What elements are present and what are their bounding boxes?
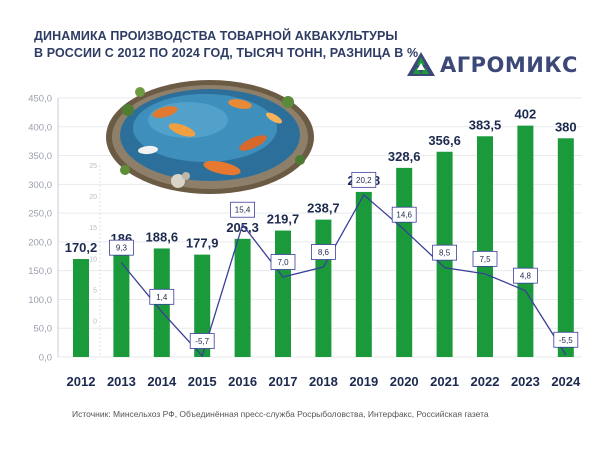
bar-value-label: 380 — [555, 119, 577, 134]
change-tick-label: 15 — [89, 225, 97, 232]
x-tick-label: 2013 — [107, 374, 136, 389]
y-tick-label: 300,0 — [28, 180, 52, 191]
change-label-box — [351, 171, 377, 188]
x-tick-label: 2019 — [349, 374, 378, 389]
x-tick-label: 2018 — [309, 374, 338, 389]
y-tick-label: 250,0 — [28, 209, 52, 220]
y-tick-label: 50,0 — [34, 324, 53, 335]
change-label: 7,0 — [277, 258, 289, 267]
brand-name: АГРОМИКС — [440, 53, 578, 77]
triangle-logo-icon — [407, 52, 435, 76]
change-label: 8,6 — [318, 248, 330, 257]
bar-value-label: 383,5 — [469, 117, 502, 132]
y-tick-label: 100,0 — [28, 295, 52, 306]
bar — [73, 259, 89, 357]
change-label: 1,4 — [156, 293, 168, 302]
bar — [275, 230, 291, 357]
x-axis: 2012 2013 2014 2015 2016 2017 2018 2019 2020 2021… — [67, 374, 581, 389]
bar — [557, 138, 574, 357]
bar-value-labels: 170,2186188,6177,9205,3219,7238,7286,832… — [65, 107, 577, 255]
change-label-box — [553, 331, 579, 348]
source-note: Источник: Минсельхоз РФ, Объединённая пр… — [72, 409, 489, 419]
change-tick-label: 25 — [89, 163, 97, 170]
change-label-box — [310, 244, 336, 260]
bar — [396, 167, 413, 357]
bar-value-label: 188,6 — [146, 229, 179, 244]
title-line-1: ДИНАМИКА ПРОИЗВОДСТВА ТОВАРНОЙ АКВАКУЛЬТ… — [34, 29, 398, 43]
change-label: 4,8 — [520, 272, 532, 281]
bar — [234, 238, 251, 357]
change-label-box — [513, 267, 538, 284]
bar-value-label: 177,9 — [186, 236, 219, 251]
bar — [477, 136, 493, 357]
change-label-box — [230, 201, 256, 218]
y-tick-label: 200,0 — [28, 237, 52, 248]
bar — [194, 254, 211, 357]
bar-value-label: 205,3 — [226, 220, 259, 235]
change-label-box — [270, 254, 296, 270]
change-label-box — [109, 239, 134, 256]
x-tick-label: 2015 — [188, 374, 217, 389]
change-line: 9,3 1,4 -5,7 15,4 7,0 8,6 20,2 14,6 8,5 7,5 4,8 -5,… — [109, 171, 579, 358]
x-tick-label: 2012 — [67, 374, 96, 389]
change-label: 14,6 — [396, 211, 412, 220]
change-tick-label: 10 — [89, 256, 97, 263]
bar-value-label: 402 — [515, 107, 537, 122]
bar-value-label: 238,7 — [307, 201, 340, 216]
brand-logo: АГРОМИКС — [404, 50, 584, 84]
title-line-2: В РОССИИ С 2012 ПО 2024 ГОД, ТЫСЯЧ ТОНН,… — [34, 46, 419, 60]
change-label: 8,5 — [439, 249, 451, 258]
x-tick-label: 2021 — [430, 374, 459, 389]
x-tick-label: 2024 — [551, 374, 581, 389]
koi-pond-illustration — [106, 80, 314, 194]
bar — [517, 125, 534, 357]
bar — [315, 219, 332, 357]
x-tick-label: 2023 — [511, 374, 540, 389]
change-axis: 0 5 10 15 20 25 — [89, 163, 101, 356]
change-label-box — [391, 206, 417, 223]
y-tick-label: 400,0 — [28, 122, 52, 133]
change-label-box — [149, 288, 175, 305]
change-label: -5,7 — [195, 337, 209, 346]
change-label-box — [472, 250, 498, 267]
change-label: 7,5 — [479, 255, 491, 264]
y-tick-label: 150,0 — [28, 266, 52, 277]
y-tick-label: 350,0 — [28, 151, 52, 162]
x-tick-label: 2016 — [228, 374, 257, 389]
change-label: 15,4 — [235, 206, 251, 215]
change-tick-label: 20 — [89, 194, 97, 201]
chart-title: ДИНАМИКА ПРОИЗВОДСТВА ТОВАРНОЙ АКВАКУЛЬТ… — [34, 28, 419, 62]
change-label-box — [189, 333, 215, 349]
change-label: 20,2 — [356, 176, 372, 185]
change-label: 9,3 — [116, 244, 128, 253]
y-axis: 0,0 50,0 100,0 150,0 200,0 250,0 300,0 350,0 400… — [28, 94, 59, 364]
change-label-box — [432, 244, 458, 261]
bar-value-label: 219,7 — [267, 212, 300, 227]
x-tick-label: 2017 — [269, 374, 298, 389]
change-tick-label: 5 — [93, 287, 97, 294]
bar-value-label: 356,6 — [428, 133, 461, 148]
x-tick-label: 2022 — [471, 374, 500, 389]
y-tick-label: 0,0 — [39, 353, 52, 364]
bar-value-label: 170,2 — [65, 240, 98, 255]
bar — [355, 191, 372, 357]
change-label: -5,5 — [559, 336, 573, 345]
y-tick-label: 450,0 — [28, 94, 52, 105]
bar-value-label: 328,6 — [388, 149, 421, 164]
x-tick-label: 2014 — [147, 374, 177, 389]
bar — [113, 249, 130, 357]
change-tick-label: 0 — [93, 319, 97, 326]
change-line-path — [120, 193, 567, 358]
x-tick-label: 2020 — [390, 374, 419, 389]
